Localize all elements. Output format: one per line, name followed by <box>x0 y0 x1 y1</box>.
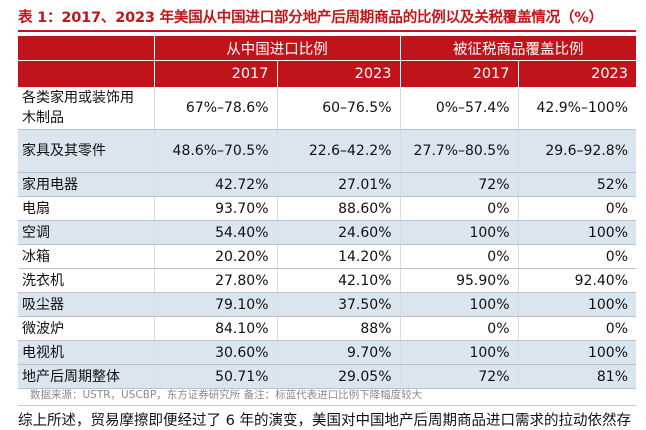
row-label: 空调 <box>18 220 155 245</box>
row-label: 洗衣机 <box>18 268 155 293</box>
row-label: 各类家用或装饰用木制品 <box>18 87 155 130</box>
table-row: 电视机 30.60% 9.70% 100% 100% <box>18 340 636 365</box>
body-paragraph: 综上所述，贸易摩擦即便经过了 6 年的演变，美国对中国地产后周期商品进口需求的拉… <box>18 413 631 429</box>
header-year: 2023 <box>277 60 401 87</box>
header-year: 2023 <box>518 60 636 87</box>
table-cell: 72% <box>400 364 519 389</box>
table-cell: 84.10% <box>154 316 278 341</box>
table-cell: 27.01% <box>277 172 401 197</box>
row-label: 地产后周期整体 <box>18 364 155 389</box>
table-cell: 30.60% <box>154 340 278 365</box>
table-cell: 0% <box>518 316 636 341</box>
row-label: 电视机 <box>18 340 155 365</box>
table-cell: 93.70% <box>154 196 278 221</box>
table-cell: 37.50% <box>277 292 401 317</box>
table-cell: 42.9%–100% <box>518 87 636 130</box>
header-import-share: 从中国进口比例 <box>154 36 401 61</box>
table-cell: 72% <box>400 172 519 197</box>
table-cell: 92.40% <box>518 268 636 293</box>
table-row: 空调 54.40% 24.60% 100% 100% <box>18 220 636 245</box>
caption-divider <box>18 30 636 32</box>
table-cell: 42.72% <box>154 172 278 197</box>
table-cell: 0% <box>400 244 519 269</box>
row-label: 电扇 <box>18 196 155 221</box>
row-label: 家用电器 <box>18 172 155 197</box>
table-cell: 0%–57.4% <box>400 87 519 130</box>
table-cell: 81% <box>518 364 636 389</box>
table-cell: 48.6%–70.5% <box>154 129 278 173</box>
table-row: 地产后周期整体 50.71% 29.05% 72% 81% <box>18 364 636 389</box>
table-row: 各类家用或装饰用木制品 67%–78.6% 60–76.5% 0%–57.4% … <box>18 87 636 130</box>
header-corner-year <box>18 60 155 87</box>
table-cell: 100% <box>400 340 519 365</box>
table-cell: 22.6–42.2% <box>277 129 401 173</box>
table-row: 冰箱 20.20% 14.20% 0% 0% <box>18 244 636 269</box>
import-ratio-table: 从中国进口比例 被征税商品覆盖比例 2017 2023 2017 2023 各类… <box>18 36 636 389</box>
row-label: 家具及其零件 <box>18 129 155 173</box>
table-cell: 0% <box>518 196 636 221</box>
table-caption: 表 1：2017、2023 年美国从中国进口部分地产后周期商品的比例以及关税覆盖… <box>18 10 603 26</box>
table-cell: 100% <box>400 292 519 317</box>
table-cell: 67%–78.6% <box>154 87 278 130</box>
table-cell: 88% <box>277 316 401 341</box>
table-cell: 0% <box>518 244 636 269</box>
table-cell: 79.10% <box>154 292 278 317</box>
table-row: 家具及其零件 48.6%–70.5% 22.6–42.2% 27.7%–80.5… <box>18 129 636 173</box>
table-cell: 95.90% <box>400 268 519 293</box>
row-label: 吸尘器 <box>18 292 155 317</box>
table-row: 家用电器 42.72% 27.01% 72% 52% <box>18 172 636 197</box>
table-row: 吸尘器 79.10% 37.50% 100% 100% <box>18 292 636 317</box>
row-label: 冰箱 <box>18 244 155 269</box>
table-cell: 27.80% <box>154 268 278 293</box>
row-label: 微波炉 <box>18 316 155 341</box>
header-year: 2017 <box>154 60 278 87</box>
table-cell: 54.40% <box>154 220 278 245</box>
table-cell: 52% <box>518 172 636 197</box>
table-cell: 0% <box>400 316 519 341</box>
table-row: 微波炉 84.10% 88% 0% 0% <box>18 316 636 341</box>
header-corner <box>18 36 155 61</box>
table-cell: 29.6–92.8% <box>518 129 636 173</box>
table-cell: 50.71% <box>154 364 278 389</box>
table-cell: 42.10% <box>277 268 401 293</box>
table-cell: 9.70% <box>277 340 401 365</box>
table-cell: 100% <box>518 340 636 365</box>
table-cell: 60–76.5% <box>277 87 401 130</box>
bottom-divider <box>18 405 636 406</box>
table-cell: 88.60% <box>277 196 401 221</box>
table-cell: 20.20% <box>154 244 278 269</box>
data-source-note: 数据来源：USTR，USCBP，东方证券研究所 备注：标蓝代表进口比例下降幅度较… <box>30 389 423 401</box>
table-cell: 0% <box>400 196 519 221</box>
header-year: 2017 <box>400 60 519 87</box>
header-tariff-coverage: 被征税商品覆盖比例 <box>400 36 636 61</box>
table-cell: 24.60% <box>277 220 401 245</box>
table-cell: 14.20% <box>277 244 401 269</box>
table-cell: 29.05% <box>277 364 401 389</box>
table-cell: 100% <box>518 292 636 317</box>
table-cell: 27.7%–80.5% <box>400 129 519 173</box>
table-row: 洗衣机 27.80% 42.10% 95.90% 92.40% <box>18 268 636 293</box>
table-row: 电扇 93.70% 88.60% 0% 0% <box>18 196 636 221</box>
table-cell: 100% <box>400 220 519 245</box>
table-cell: 100% <box>518 220 636 245</box>
